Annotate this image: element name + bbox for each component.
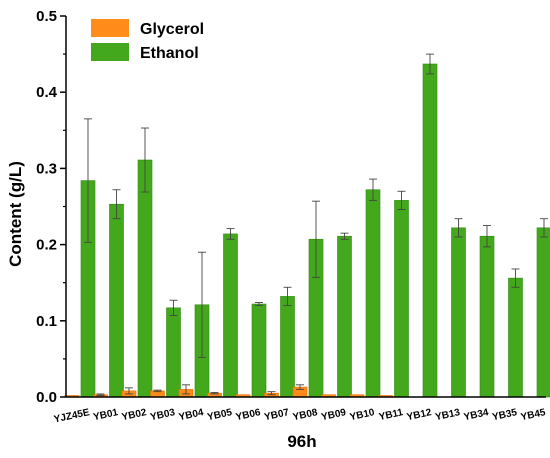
error-bar-glycerol-yb05 (210, 391, 219, 395)
error-bar-glycerol-yb08 (296, 384, 304, 390)
bar-ethanol-yb03 (166, 307, 181, 398)
y-axis-title: Content (g/L) (6, 161, 25, 267)
x-tick-label: YB10 (349, 407, 376, 423)
x-tick-label: YB35 (491, 407, 518, 423)
error-bar-ethanol-yb11 (397, 190, 406, 210)
x-tick-label: YB05 (206, 407, 233, 423)
bars-layer (64, 63, 550, 398)
legend: Glycerol Ethanol (91, 19, 204, 62)
legend-label-ethanol: Ethanol (140, 45, 199, 62)
y-tick-label: 0.2 (36, 237, 57, 254)
x-axis-title: 96h (287, 432, 316, 451)
y-tick-label: 0.0 (36, 389, 57, 406)
bar-ethanol-yb05 (223, 233, 238, 398)
bar-ethanol-yb12 (422, 63, 438, 398)
error-bar-ethanol-yb08 (312, 200, 320, 278)
bar-ethanol-yb35 (508, 277, 523, 398)
bar-ethanol-yb11 (394, 200, 409, 398)
bar-ethanol-yb06 (251, 303, 267, 398)
y-tick-label: 0.5 (36, 8, 57, 25)
legend-swatch-glycerol (91, 19, 129, 37)
y-tick-label: 0.4 (36, 84, 58, 101)
x-tick-label: YB04 (178, 407, 205, 423)
bar-ethanol-yb02 (137, 159, 153, 398)
x-tick-label: YB03 (149, 407, 176, 423)
error-bar-ethanol-yb13 (454, 218, 463, 238)
x-tick-label: YB01 (92, 407, 119, 423)
x-tick-label: YB07 (263, 407, 290, 423)
bar-ethanol-yb01 (109, 203, 124, 398)
x-tick-label: YB34 (463, 407, 490, 423)
x-tick-label: YB13 (434, 407, 461, 423)
legend-swatch-ethanol (91, 43, 129, 61)
error-bar-ethanol-yb09 (340, 232, 349, 240)
error-bar-ethanol-yb04 (198, 251, 206, 358)
error-bar-glycerol-yb07 (267, 391, 276, 396)
x-tick-label: YJZ45E (53, 407, 91, 425)
error-bar-ethanol-yb03 (169, 299, 178, 316)
error-bar-ethanol-yb35 (511, 268, 520, 288)
bar-ethanol-yb45 (536, 227, 550, 398)
bar-ethanol-yb10 (365, 189, 381, 398)
error-bar-ethanol-yjz45e (84, 118, 92, 243)
x-tick-label: YB09 (320, 407, 347, 423)
error-bar-ethanol-yb02 (141, 127, 149, 193)
error-bar-glycerol-yb02 (125, 387, 133, 395)
x-tick-label: YB12 (406, 407, 433, 423)
error-bar-glycerol-yb04 (182, 384, 190, 395)
bar-ethanol-yb09 (337, 235, 352, 398)
error-bar-glycerol-yb03 (153, 389, 162, 393)
x-tick-label: YB45 (520, 407, 547, 423)
error-bar-ethanol-yb34 (483, 225, 491, 248)
legend-label-glycerol: Glycerol (140, 21, 204, 38)
error-bar-ethanol-yb07 (283, 286, 292, 307)
error-bars-layer (84, 53, 548, 396)
error-bar-ethanol-yb05 (226, 228, 235, 240)
x-tick-label: YB02 (121, 407, 148, 423)
error-bar-ethanol-yb06 (255, 302, 263, 307)
bar-ethanol-yb13 (451, 227, 466, 398)
x-ticks: YJZ45E YB01 YB02 YB03 YB04 YB05 YB06 YB07 YB08 YB… (53, 407, 547, 425)
x-tick-label: YB11 (378, 407, 405, 423)
error-bar-ethanol-yb01 (112, 189, 121, 220)
bar-ethanol-yb34 (479, 235, 495, 398)
error-bar-ethanol-yb12 (426, 53, 434, 75)
y-ticks: 0.0 0.1 0.2 0.3 0.4 0.5 (36, 8, 66, 406)
bar-ethanol-yb07 (280, 296, 295, 398)
y-tick-label: 0.3 (36, 160, 57, 177)
error-bar-ethanol-yb10 (369, 178, 377, 201)
x-tick-label: YB08 (292, 407, 319, 423)
error-bar-ethanol-yb45 (540, 218, 548, 238)
x-tick-label: YB06 (235, 407, 262, 423)
error-bar-glycerol-yb01 (96, 393, 105, 396)
y-tick-label: 0.1 (36, 313, 57, 330)
